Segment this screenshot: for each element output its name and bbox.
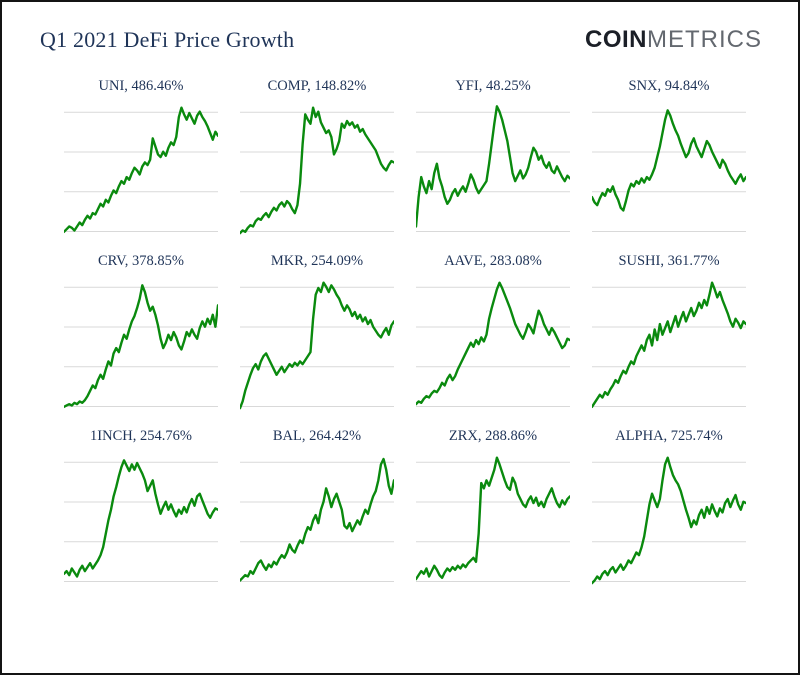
chart-panel-aave: AAVE, 283.08% bbox=[416, 251, 570, 415]
logo-light-text: METRICS bbox=[647, 26, 762, 53]
chart-panel-title: YFI, 48.25% bbox=[455, 78, 531, 94]
chart-panel-comp: COMP, 148.82% bbox=[240, 76, 394, 240]
chart-panel-title: ZRX, 288.86% bbox=[448, 428, 538, 444]
price-line-snx bbox=[592, 110, 746, 210]
logo-bold-text: COIN bbox=[585, 26, 647, 53]
chart-plot bbox=[64, 273, 218, 415]
chart-panel-title: CRV, 378.85% bbox=[98, 253, 184, 269]
chart-panel-title: MKR, 254.09% bbox=[270, 253, 364, 269]
price-line-aave bbox=[416, 283, 570, 404]
chart-panel-mkr: MKR, 254.09% bbox=[240, 251, 394, 415]
chart-panel-title: BAL, 264.42% bbox=[272, 428, 362, 444]
chart-panel-alpha: ALPHA, 725.74% bbox=[592, 426, 746, 590]
price-line-sushi bbox=[592, 283, 746, 407]
chart-plot bbox=[592, 273, 746, 415]
chart-panel-1inch: 1INCH, 254.76% bbox=[64, 426, 218, 590]
chart-panel-title: SUSHI, 361.77% bbox=[618, 253, 720, 269]
chart-panel-zrx: ZRX, 288.86% bbox=[416, 426, 570, 590]
page-title: Q1 2021 DeFi Price Growth bbox=[40, 27, 295, 52]
chart-panel-title: SNX, 94.84% bbox=[628, 78, 710, 94]
chart-plot bbox=[240, 448, 394, 590]
price-line-mkr bbox=[240, 283, 394, 408]
chart-panel-uni: UNI, 486.46% bbox=[64, 76, 218, 240]
coinmetrics-logo: COINMETRICS bbox=[585, 26, 762, 54]
chart-panel-bal: BAL, 264.42% bbox=[240, 426, 394, 590]
chart-panel-title: 1INCH, 254.76% bbox=[90, 428, 192, 444]
chart-plot bbox=[64, 448, 218, 590]
charts-grid: UNI, 486.46% COMP, 148.82% YFI, 48.25% SNX,… bbox=[64, 76, 746, 590]
chart-panel-title: COMP, 148.82% bbox=[267, 78, 367, 94]
chart-plot bbox=[592, 98, 746, 240]
chart-panel-title: ALPHA, 725.74% bbox=[615, 428, 723, 444]
price-line-comp bbox=[240, 108, 394, 233]
chart-panel-title: UNI, 486.46% bbox=[98, 78, 184, 94]
chart-panel-sushi: SUSHI, 361.77% bbox=[592, 251, 746, 415]
chart-panel-crv: CRV, 378.85% bbox=[64, 251, 218, 415]
chart-plot bbox=[240, 98, 394, 240]
chart-panel-yfi: YFI, 48.25% bbox=[416, 76, 570, 240]
chart-plot bbox=[592, 448, 746, 590]
chart-panel-title: AAVE, 283.08% bbox=[444, 253, 542, 269]
price-line-bal bbox=[240, 459, 394, 580]
chart-plot bbox=[64, 98, 218, 240]
header: Q1 2021 DeFi Price Growth COINMETRICS bbox=[40, 22, 762, 58]
chart-plot bbox=[416, 448, 570, 590]
price-line-uni bbox=[64, 108, 218, 232]
price-line-zrx bbox=[416, 458, 570, 579]
chart-plot bbox=[240, 273, 394, 415]
price-line-1inch bbox=[64, 460, 218, 576]
price-line-alpha bbox=[592, 458, 746, 583]
chart-panel-snx: SNX, 94.84% bbox=[592, 76, 746, 240]
price-line-yfi bbox=[416, 106, 570, 226]
price-line-crv bbox=[64, 285, 218, 406]
chart-plot bbox=[416, 98, 570, 240]
chart-plot bbox=[416, 273, 570, 415]
